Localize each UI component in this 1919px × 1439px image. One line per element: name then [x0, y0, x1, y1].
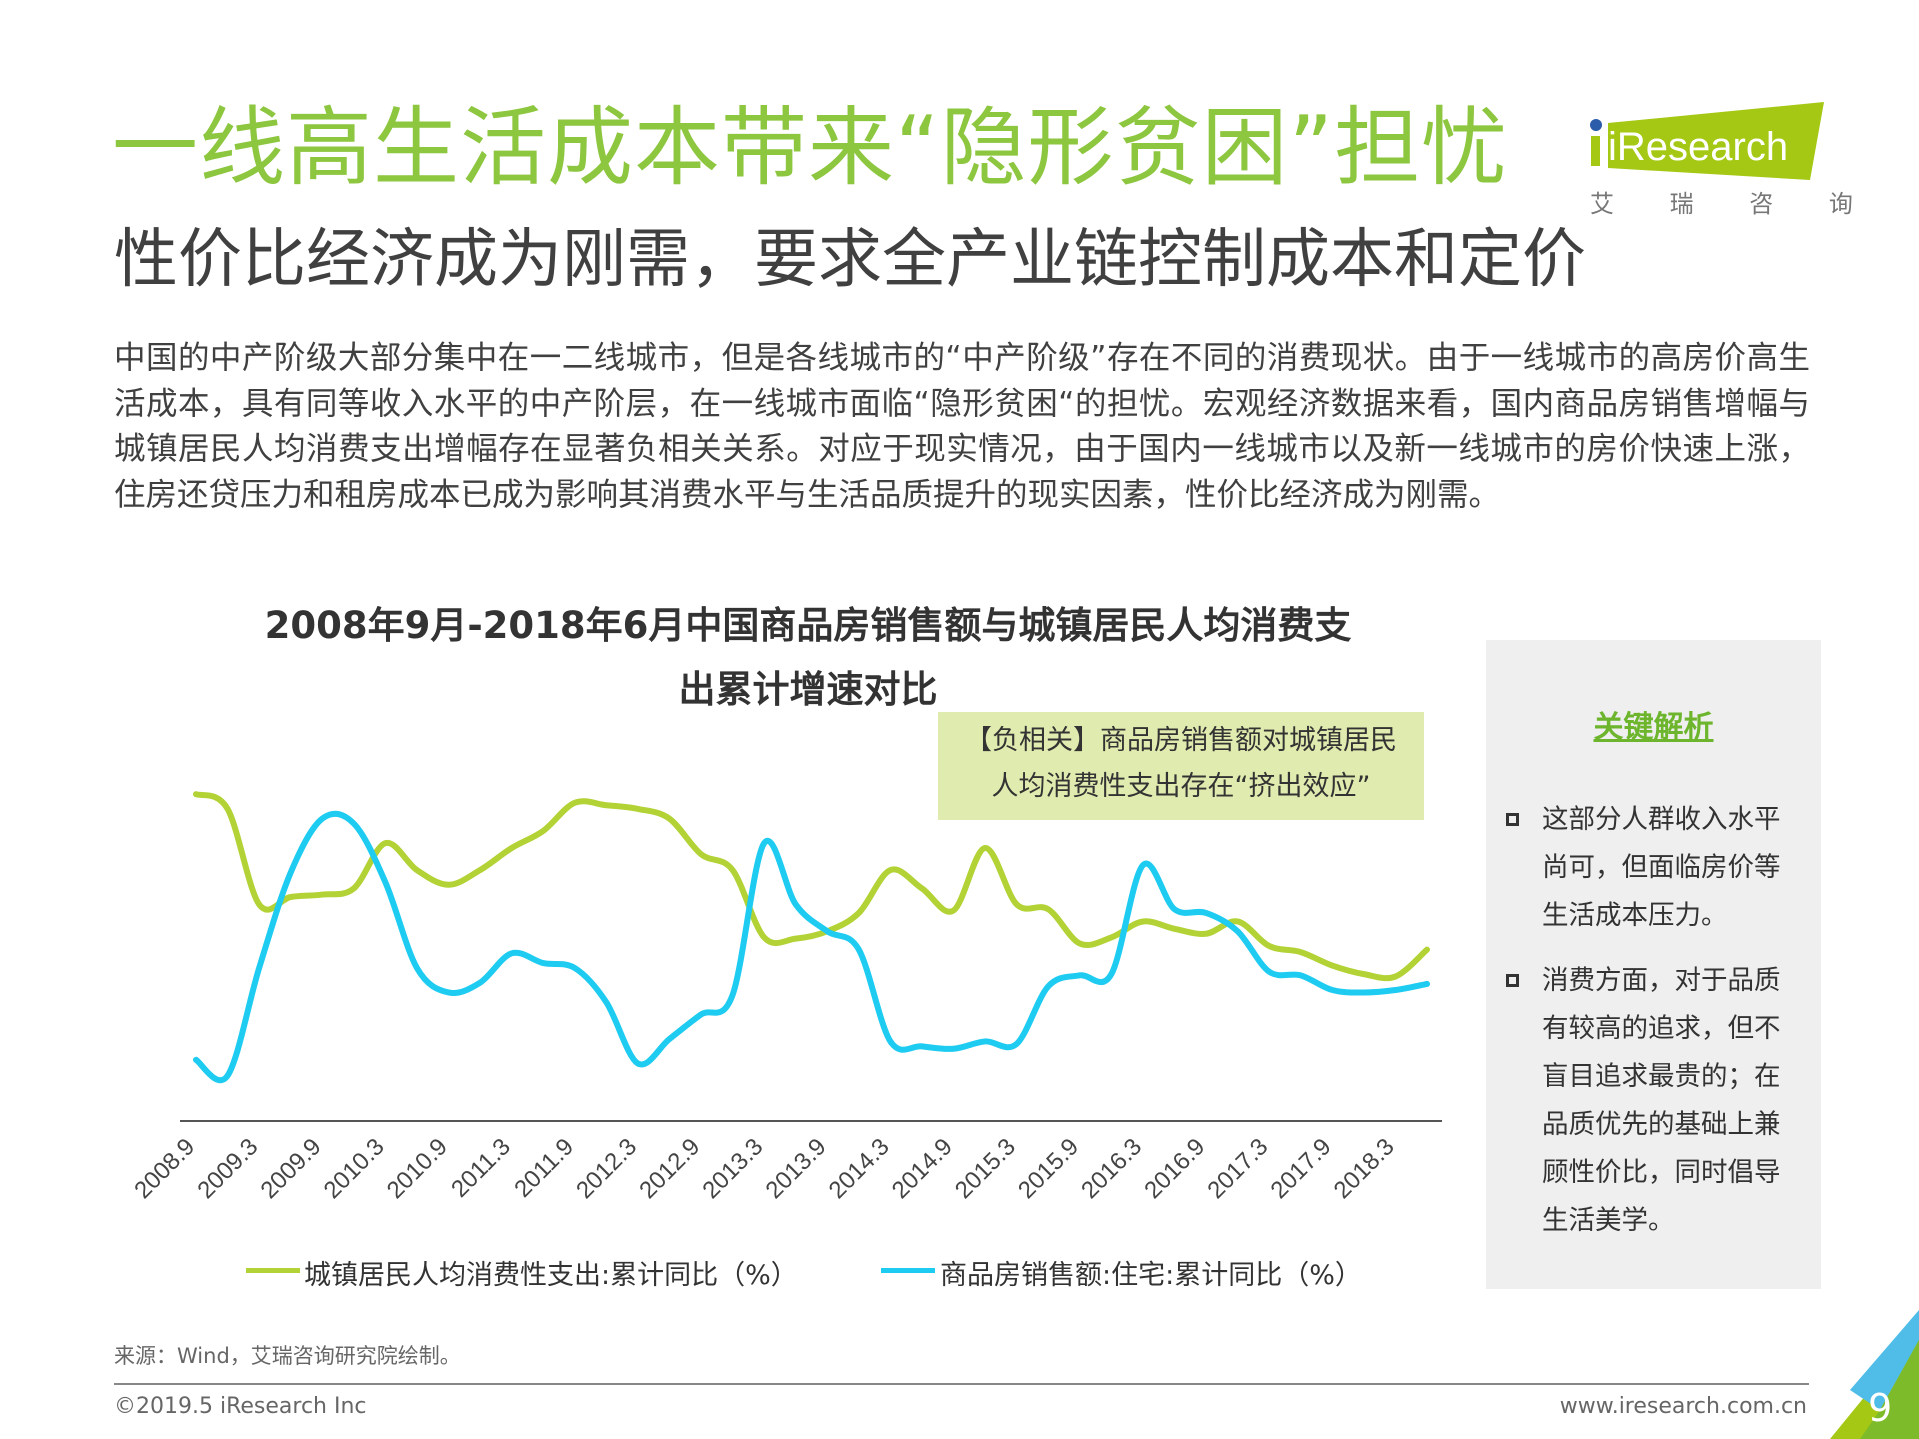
logo-wordmark: iResearch	[1608, 125, 1788, 169]
bullet-line: 生活美学。	[1542, 1205, 1675, 1236]
x-tick-label: 2009.9	[256, 1133, 327, 1204]
legend-label-housing-sales: 商品房销售额:住宅:累计同比（%）	[940, 1260, 1362, 1291]
x-tick-label: 2010.3	[319, 1133, 390, 1204]
chart-title-line-1: 2008年9月-2018年6月中国商品房销售额与城镇居民人均消费支	[264, 604, 1352, 647]
series-line-housing-sales	[193, 810, 1430, 1084]
iresearch-logo: iResearch 艾 瑞 咨 询	[1588, 98, 1853, 223]
website-link[interactable]: www.iresearch.com.cn	[1559, 1394, 1807, 1419]
copyright: ©2019.5 iResearch Inc	[114, 1394, 367, 1419]
x-tick-label: 2018.3	[1329, 1133, 1400, 1204]
bullet-line: 顾性价比，同时倡导	[1542, 1157, 1781, 1188]
x-tick-label: 2017.9	[1266, 1133, 1337, 1204]
corner-decoration	[1830, 1310, 1919, 1439]
bullet-line: 这部分人群收入水平	[1542, 804, 1781, 835]
insight-bullet: 消费方面，对于品质 有较高的追求，但不 盲目追求最贵的；在 品质优先的基础上兼 …	[1506, 957, 1796, 1245]
key-insights-panel: 关键解析 这部分人群收入水平 尚可，但面临房价等 生活成本压力。 消费方面，对于…	[1486, 640, 1821, 1289]
bullet-line: 盲目追求最贵的；在	[1542, 1061, 1781, 1092]
legend-label-consumption: 城镇居民人均消费性支出:累计同比（%）	[304, 1260, 798, 1291]
bullet-line: 品质优先的基础上兼	[1542, 1109, 1781, 1140]
x-tick-label: 2015.3	[950, 1133, 1021, 1204]
logo-graphic: iResearch	[1590, 102, 1824, 180]
x-tick-label: 2009.3	[192, 1133, 263, 1204]
x-tick-label: 2012.9	[634, 1133, 705, 1204]
page-title: 一线高生活成本带来“隐形贫困”担忧	[112, 98, 1509, 198]
x-tick-label: 2015.9	[1013, 1133, 1084, 1204]
x-tick-label: 2011.9	[509, 1133, 579, 1203]
panel-title: 关键解析	[1593, 710, 1714, 745]
x-tick-label: 2014.3	[824, 1133, 895, 1204]
page-subtitle: 性价比经济成为刚需，要求全产业链控制成本和定价	[114, 223, 1586, 297]
intro-paragraph: 中国的中产阶级大部分集中在一二线城市，但是各线城市的“中产阶级”存在不同的消费现…	[114, 340, 1810, 513]
bullet-line: 有较高的追求，但不	[1542, 1013, 1781, 1044]
legend-swatch-housing-sales	[881, 1268, 935, 1273]
x-tick-label: 2008.9	[129, 1133, 200, 1204]
bullet-line: 尚可，但面临房价等	[1542, 852, 1781, 883]
logo-chinese: 艾 瑞 咨 询	[1590, 190, 1877, 218]
callout-line-2: 人均消费性支出存在“挤出效应”	[991, 771, 1371, 802]
x-tick-label: 2010.9	[382, 1133, 453, 1204]
correlation-callout: 【负相关】商品房销售额对城镇居民 人均消费性支出存在“挤出效应”	[938, 712, 1424, 820]
x-tick-label: 2013.9	[761, 1133, 832, 1204]
bullet-line: 消费方面，对于品质	[1542, 965, 1781, 996]
footer-divider	[114, 1383, 1809, 1385]
x-tick-label: 2016.9	[1139, 1133, 1210, 1204]
square-bullet-icon	[1506, 974, 1519, 987]
series-line-consumption	[193, 791, 1430, 982]
bullet-line: 生活成本压力。	[1542, 900, 1728, 931]
source-note: 来源：Wind，艾瑞咨询研究院绘制。	[114, 1344, 461, 1368]
square-bullet-icon	[1506, 813, 1519, 826]
insight-bullet: 这部分人群收入水平 尚可，但面临房价等 生活成本压力。	[1506, 796, 1796, 940]
x-tick-label: 2013.3	[697, 1133, 768, 1204]
x-tick-label: 2016.3	[1076, 1133, 1147, 1204]
x-tick-label: 2017.3	[1202, 1133, 1273, 1204]
callout-line-1: 【负相关】商品房销售额对城镇居民	[965, 725, 1397, 756]
x-tick-label: 2014.9	[887, 1133, 958, 1204]
page-number: 9	[1868, 1386, 1893, 1430]
x-tick-label: 2012.3	[571, 1133, 642, 1204]
legend-swatch-consumption	[246, 1268, 300, 1273]
chart-title: 2008年9月-2018年6月中国商品房销售额与城镇居民人均消费支 出累计增速对…	[250, 594, 1366, 722]
x-tick-label: 2011.3	[446, 1133, 516, 1203]
chart-title-line-2: 出累计增速对比	[678, 668, 938, 711]
